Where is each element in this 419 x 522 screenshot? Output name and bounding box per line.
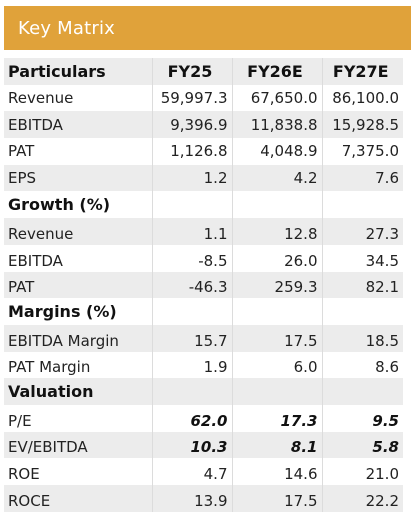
fy25-value [152, 378, 233, 405]
fy27e-value [322, 378, 403, 405]
row-label: EPS [4, 164, 153, 192]
row-label: Revenue [4, 218, 153, 245]
section-label: Margins (%) [4, 298, 153, 325]
fy27e-value: 5.8 [322, 431, 403, 459]
fy26e-value: 4.2 [232, 164, 323, 192]
table-row: EBITDA -8.5 26.0 34.5 [4, 244, 403, 272]
fy25-value: 1.2 [152, 164, 233, 192]
fy26e-value: 67,650.0 [232, 84, 323, 112]
row-label: Revenue [4, 84, 153, 112]
fy27e-value [322, 191, 403, 218]
fy27e-value: 34.5 [365, 251, 399, 270]
fy25-value: 10.3 [152, 431, 233, 459]
fy26e-value: 11,838.8 [232, 111, 323, 139]
row-label: EBITDA [4, 244, 153, 272]
row-label: ROE [4, 458, 153, 485]
fy25-value: -46.3 [152, 271, 233, 299]
table-row: EBITDA 9,396.9 11,838.8 15,928.5 [4, 111, 403, 139]
fy25-value: 1,126.8 [152, 138, 233, 165]
row-label: ROCE [4, 485, 153, 512]
table-row: PAT Margin 1.9 6.0 8.6 [4, 351, 403, 379]
fy26e-value: 14.6 [232, 458, 323, 485]
fy27e-value [322, 298, 403, 325]
fy26e-value: 259.3 [232, 271, 323, 299]
key-matrix-table: Particulars FY25 FY26E FY27E Revenue 59,9… [4, 58, 403, 512]
fy27e-value: 82.1 [322, 271, 403, 299]
fy27e-value: 21.0 [365, 465, 399, 483]
fy27e-value: 9.5 [372, 411, 399, 430]
fy25-value [152, 191, 233, 219]
table-row: EV/EBITDA 10.3 8.1 5.8 [4, 431, 403, 459]
row-label: PAT [4, 138, 153, 165]
fy25-value: 13.9 [152, 485, 233, 512]
fy26e-value [232, 298, 323, 325]
header-fy26e: FY26E [232, 58, 323, 85]
fy26e-value: 17.5 [232, 324, 323, 352]
table-row: P/E 62.0 17.3 9.5 [4, 404, 403, 432]
section-label: Growth (%) [4, 191, 153, 219]
fy25-value: 9,396.9 [152, 111, 233, 139]
section-header-row: Margins (%) [4, 298, 403, 325]
fy27e-value: 7.6 [322, 164, 403, 192]
fy26e-value: 8.1 [232, 431, 323, 459]
fy27e-value: 8.6 [375, 358, 399, 377]
fy25-value: 1.1 [152, 218, 233, 245]
fy25-value [152, 298, 233, 325]
table-row: ROCE 13.9 17.5 22.2 [4, 485, 403, 512]
fy26e-value: 4,048.9 [232, 138, 323, 165]
row-label: EBITDA Margin [4, 324, 153, 352]
fy27e-value: 18.5 [322, 324, 403, 352]
fy27e-value: 15,928.5 [322, 111, 403, 139]
fy27e-value: 86,100.0 [332, 89, 399, 108]
header-fy27e: FY27E [322, 58, 403, 85]
fy27e-value: 22.2 [322, 485, 403, 512]
fy27e-value: 27.3 [322, 218, 403, 245]
fy27e-value: 7,375.0 [341, 142, 399, 161]
fy25-value: 15.7 [152, 324, 233, 352]
fy26e-value [232, 378, 323, 405]
row-label: PAT [4, 271, 153, 299]
table-row: PAT -46.3 259.3 82.1 [4, 271, 403, 299]
fy26e-value: 6.0 [232, 351, 323, 379]
header-particulars: Particulars [4, 58, 153, 85]
section-label: Valuation [4, 378, 153, 405]
fy25-value: 1.9 [152, 351, 233, 379]
fy26e-value: 17.5 [232, 485, 323, 512]
fy26e-value [232, 191, 323, 219]
table-row: ROE 4.7 14.6 21.0 [4, 458, 403, 485]
fy25-value: 4.7 [152, 458, 233, 485]
section-header-row: Valuation [4, 378, 403, 405]
table-row: Revenue 59,997.3 67,650.0 86,100.0 [4, 84, 403, 112]
fy25-value: 59,997.3 [152, 84, 233, 112]
fy25-value: -8.5 [152, 244, 233, 272]
table-row: EBITDA Margin 15.7 17.5 18.5 [4, 324, 403, 352]
fy26e-value: 12.8 [232, 218, 323, 245]
table-row: EPS 1.2 4.2 7.6 [4, 164, 403, 192]
row-label: EV/EBITDA [4, 431, 153, 459]
section-header-row: Growth (%) [4, 191, 403, 219]
fy25-value: 62.0 [152, 404, 233, 432]
header-row: Particulars FY25 FY26E FY27E [4, 58, 403, 85]
table-row: Revenue 1.1 12.8 27.3 [4, 218, 403, 245]
header-fy25: FY25 [152, 58, 233, 85]
table-row: PAT 1,126.8 4,048.9 7,375.0 [4, 138, 403, 165]
fy26e-value: 26.0 [232, 244, 323, 272]
fy26e-value: 17.3 [232, 404, 323, 432]
row-label: PAT Margin [4, 351, 153, 379]
row-label: P/E [4, 404, 153, 432]
key-matrix-title: Key Matrix [4, 6, 411, 50]
row-label: EBITDA [4, 111, 153, 139]
